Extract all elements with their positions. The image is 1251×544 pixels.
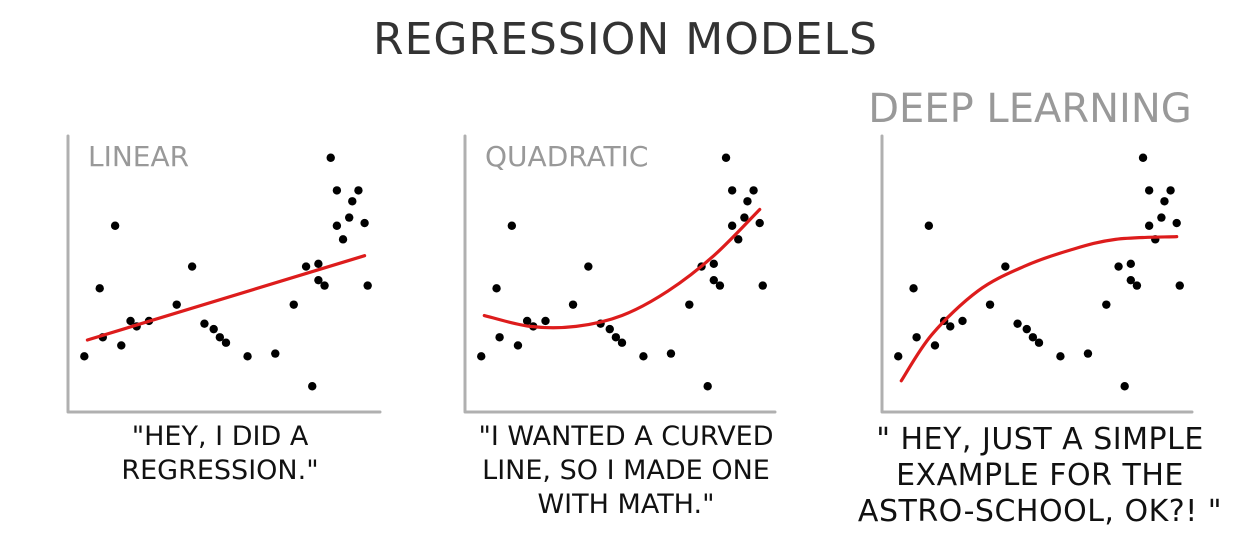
- quadratic-point: [495, 333, 504, 342]
- deep-learning-fit-line: [899, 235, 1179, 383]
- quadratic-label: QUADRATIC: [485, 140, 648, 173]
- deep-learning-point: [1144, 221, 1154, 230]
- quadratic-point: [492, 284, 501, 293]
- page-title: REGRESSION MODELS: [373, 14, 878, 65]
- linear-point: [80, 352, 89, 361]
- deep-learning-point: [1120, 382, 1129, 391]
- deep-learning-point: [1126, 275, 1136, 285]
- quadratic-point: [709, 259, 718, 269]
- deep-learning-point: [985, 300, 995, 309]
- quadratic-point: [541, 316, 550, 326]
- deep-learning-point: [1172, 218, 1181, 228]
- quadratic-point: [522, 316, 532, 326]
- quadratic-point: [477, 352, 486, 361]
- deep-learning-point: [1013, 319, 1022, 328]
- linear-point: [332, 221, 342, 230]
- linear-point: [326, 153, 335, 162]
- quadratic-point: [666, 349, 676, 358]
- linear-point: [354, 186, 363, 195]
- linear-point: [200, 319, 209, 328]
- quadratic-point: [740, 213, 749, 222]
- quadratic-point: [755, 218, 764, 228]
- quadratic-point: [749, 186, 758, 195]
- quadratic-point: [568, 300, 578, 309]
- deep-learning-point: [1138, 153, 1148, 162]
- linear-fit-line: [85, 254, 367, 342]
- linear-point: [314, 275, 323, 285]
- deep-learning-point: [1175, 281, 1184, 290]
- linear-point: [320, 281, 329, 290]
- deep-learning-axes: [880, 134, 1194, 414]
- deep-learning-point: [909, 284, 918, 293]
- deep-learning-point: [1144, 186, 1154, 195]
- linear-point: [172, 300, 181, 309]
- deep-learning-point: [894, 352, 903, 361]
- linear-point: [243, 352, 252, 361]
- linear-point: [363, 281, 372, 290]
- deep-learning-point: [1056, 352, 1065, 361]
- linear-point: [360, 218, 369, 228]
- quadratic-point: [639, 352, 648, 361]
- deep-learning-point: [912, 333, 921, 342]
- deep-learning-point: [930, 341, 940, 350]
- quadratic-point: [507, 221, 517, 230]
- linear-axes: [66, 134, 382, 414]
- quadratic-caption: "I WANTED A CURVED LINE, SO I MADE ONE W…: [478, 421, 774, 520]
- deep-learning-point: [1157, 213, 1166, 222]
- deep-learning-point: [1126, 259, 1136, 269]
- quadratic-fit-line: [482, 207, 762, 330]
- deep-learning-point: [1132, 281, 1142, 290]
- quadratic-point: [703, 382, 712, 391]
- linear-point: [345, 213, 354, 222]
- quadratic-point: [727, 186, 737, 195]
- deep-learning-point: [1001, 262, 1010, 271]
- quadratic-point: [513, 341, 523, 350]
- linear-point: [301, 262, 311, 271]
- quadratic-point: [617, 338, 627, 347]
- linear-label: LINEAR: [88, 140, 189, 173]
- linear-point: [308, 382, 317, 391]
- quadratic-point: [611, 333, 621, 342]
- linear-point: [95, 284, 104, 293]
- quadratic-point: [584, 262, 593, 271]
- deep-learning-point: [958, 316, 967, 326]
- linear-point: [187, 262, 197, 271]
- deep-learning-point: [1034, 338, 1044, 347]
- quadratic-point: [605, 324, 614, 334]
- linear-point: [314, 259, 323, 269]
- deep-learning-point: [924, 221, 934, 230]
- linear-point: [110, 221, 120, 230]
- linear-point: [215, 333, 225, 342]
- linear-point: [348, 197, 357, 206]
- quadratic-point: [709, 275, 718, 285]
- deep-learning-caption: " HEY, JUST A SIMPLE EXAMPLE FOR THE AST…: [857, 422, 1223, 529]
- deep-learning-point: [946, 322, 955, 331]
- quadratic-axes: [463, 134, 777, 414]
- quadratic-point: [727, 221, 737, 230]
- deep-learning-point: [1083, 349, 1093, 358]
- quadratic-point: [715, 281, 725, 290]
- deep-learning-point: [1022, 324, 1031, 334]
- deep-learning-heading: DEEP LEARNING: [868, 86, 1192, 132]
- deep-learning-point: [1028, 333, 1038, 342]
- quadratic-point: [734, 235, 743, 244]
- quadratic-point: [685, 300, 694, 309]
- quadratic-point: [721, 153, 731, 162]
- linear-point: [221, 338, 231, 347]
- linear-point: [332, 186, 342, 195]
- linear-caption: "HEY, I DID A REGRESSION.": [121, 421, 319, 486]
- linear-point: [117, 341, 126, 350]
- linear-point: [289, 300, 298, 309]
- quadratic-point: [743, 197, 752, 206]
- deep-learning-point: [1102, 300, 1111, 309]
- linear-point: [338, 235, 348, 244]
- deep-learning-point: [1160, 197, 1169, 206]
- linear-point: [209, 324, 218, 334]
- linear-point: [271, 349, 280, 358]
- linear-point: [126, 316, 135, 326]
- deep-learning-point: [1114, 262, 1123, 271]
- quadratic-point: [758, 281, 767, 290]
- deep-learning-point: [1166, 186, 1175, 195]
